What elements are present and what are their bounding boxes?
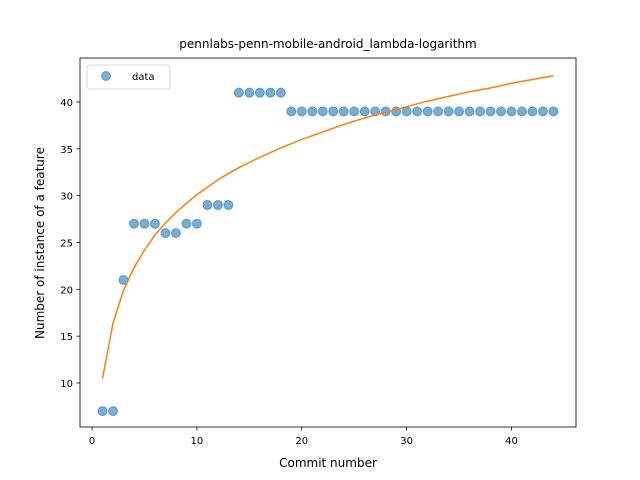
data-point bbox=[496, 106, 507, 117]
x-tick-label: 40 bbox=[505, 436, 518, 447]
data-point bbox=[233, 87, 244, 98]
data-point bbox=[170, 228, 181, 239]
data-point bbox=[443, 106, 454, 117]
y-tick-label: 35 bbox=[60, 145, 73, 156]
data-point bbox=[129, 218, 140, 229]
data-point bbox=[286, 106, 297, 117]
data-point bbox=[191, 218, 202, 229]
data-point bbox=[97, 406, 108, 417]
y-tick-label: 10 bbox=[60, 379, 73, 390]
data-point bbox=[527, 106, 538, 117]
data-point bbox=[307, 106, 318, 117]
data-point bbox=[475, 106, 486, 117]
data-point bbox=[317, 106, 328, 117]
y-tick-label: 15 bbox=[60, 332, 73, 343]
data-point bbox=[537, 106, 548, 117]
data-point bbox=[412, 106, 423, 117]
data-point bbox=[275, 87, 286, 98]
legend: data bbox=[86, 64, 171, 90]
data-point bbox=[265, 87, 276, 98]
data-point bbox=[485, 106, 496, 117]
data-point bbox=[359, 106, 370, 117]
x-axis-label: Commit number bbox=[279, 456, 377, 470]
data-point bbox=[338, 106, 349, 117]
fit-curve-line bbox=[101, 75, 554, 379]
plot-layer bbox=[97, 75, 559, 417]
ticks-layer: 0 10 20 30 40 10 15 20 25 30 35 40 bbox=[60, 98, 518, 447]
x-tick-label: 10 bbox=[191, 436, 204, 447]
data-point bbox=[516, 106, 527, 117]
y-tick-label: 40 bbox=[60, 98, 73, 109]
data-point bbox=[349, 106, 360, 117]
data-point bbox=[108, 406, 119, 417]
legend-box bbox=[86, 64, 171, 90]
data-point bbox=[422, 106, 433, 117]
data-point bbox=[548, 106, 559, 117]
data-point bbox=[223, 200, 234, 211]
data-point bbox=[454, 106, 465, 117]
legend-label-data: data bbox=[132, 72, 155, 83]
data-point bbox=[139, 218, 150, 229]
y-tick-label: 30 bbox=[60, 192, 73, 203]
x-tick-label: 0 bbox=[89, 436, 95, 447]
y-tick-label: 25 bbox=[60, 239, 73, 250]
data-point bbox=[160, 228, 171, 239]
data-point bbox=[254, 87, 265, 98]
data-point bbox=[433, 106, 444, 117]
data-point bbox=[464, 106, 475, 117]
x-tick-label: 20 bbox=[295, 436, 308, 447]
x-tick-label: 30 bbox=[400, 436, 413, 447]
y-axis-label: Number of instance of a feature bbox=[33, 147, 47, 339]
y-tick-label: 20 bbox=[60, 285, 73, 296]
chart-title: pennlabs-penn-mobile-android_lambda-loga… bbox=[179, 37, 476, 51]
data-point bbox=[244, 87, 255, 98]
data-point bbox=[506, 106, 517, 117]
data-point bbox=[296, 106, 307, 117]
data-point bbox=[328, 106, 339, 117]
data-point bbox=[181, 218, 192, 229]
legend-marker-data bbox=[101, 71, 111, 81]
data-point bbox=[212, 200, 223, 211]
data-point bbox=[202, 200, 213, 211]
data-point bbox=[149, 218, 160, 229]
